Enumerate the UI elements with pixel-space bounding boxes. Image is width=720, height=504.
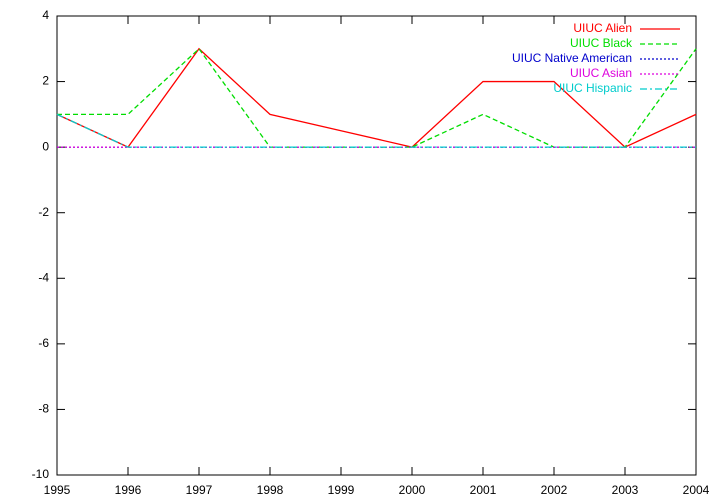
x-tick-label: 1997 — [186, 483, 213, 497]
y-tick-label: 0 — [42, 139, 49, 153]
x-tick-label: 1999 — [328, 483, 355, 497]
x-tick-label: 2001 — [470, 483, 497, 497]
y-tick-label: -4 — [38, 270, 49, 284]
y-tick-label: -6 — [38, 336, 49, 350]
y-tick-label: 2 — [42, 74, 49, 88]
legend-label: UIUC Black — [570, 36, 633, 50]
y-tick-label: -10 — [32, 467, 50, 481]
plot-frame — [56, 15, 697, 476]
x-tick-label: 2003 — [612, 483, 639, 497]
legend-label: UIUC Hispanic — [553, 81, 632, 95]
y-tick-label: -8 — [38, 402, 49, 416]
x-tick-label: 1996 — [115, 483, 142, 497]
legend-label: UIUC Alien — [573, 21, 632, 35]
series-line — [56, 47, 697, 148]
y-tick-label: 4 — [42, 8, 49, 22]
legend-label: UIUC Native American — [512, 51, 632, 65]
series-line — [56, 113, 696, 148]
y-tick-label: -2 — [38, 205, 49, 219]
x-tick-label: 2000 — [399, 483, 426, 497]
x-tick-label: 1995 — [44, 483, 71, 497]
x-tick-label: 2002 — [541, 483, 568, 497]
legend-label: UIUC Asian — [570, 66, 632, 80]
x-tick-label: 1998 — [257, 483, 284, 497]
x-tick-label: 2004 — [683, 483, 710, 497]
